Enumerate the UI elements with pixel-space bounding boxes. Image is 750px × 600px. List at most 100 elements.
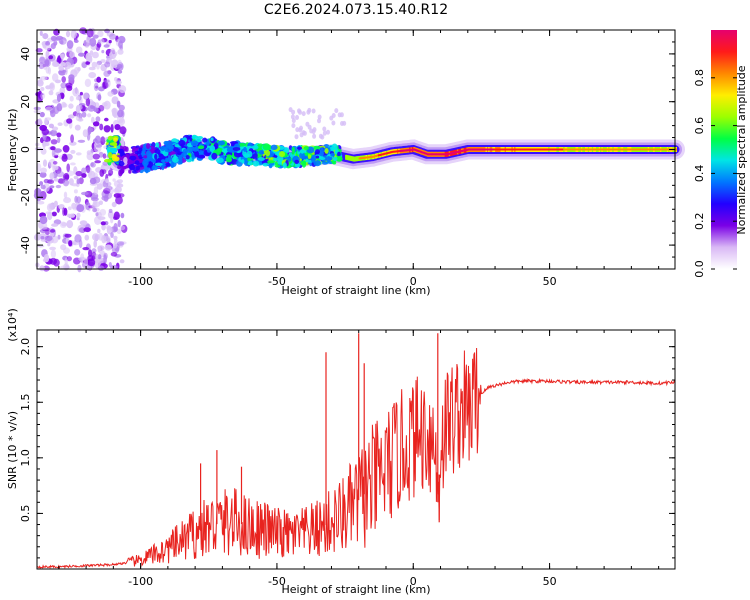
y-tick-label: -40 bbox=[19, 236, 32, 254]
ridge-peak bbox=[510, 148, 512, 151]
noise-blob bbox=[56, 171, 65, 178]
noise-blob bbox=[66, 85, 73, 92]
ridge-peak bbox=[661, 148, 664, 151]
ridge-blob bbox=[311, 129, 316, 135]
ridge-blob bbox=[332, 160, 337, 165]
noise-blob bbox=[39, 30, 43, 36]
ridge-peak bbox=[597, 148, 600, 151]
ridge-peak bbox=[519, 148, 522, 151]
ridge-peak bbox=[530, 148, 533, 151]
ridge-peak bbox=[544, 148, 547, 151]
noise-blob bbox=[64, 257, 68, 266]
noise-blob bbox=[97, 245, 101, 253]
ridge-blob bbox=[238, 143, 247, 147]
ridge-blob bbox=[320, 147, 324, 154]
noise-blob bbox=[84, 234, 90, 241]
noise-blob bbox=[97, 265, 105, 271]
noise-blob bbox=[111, 96, 119, 105]
noise-blob bbox=[38, 62, 45, 70]
ridge-peak bbox=[450, 152, 453, 155]
ridge-peak bbox=[645, 148, 647, 151]
ridge-peak bbox=[511, 148, 514, 151]
spectrogram-x-ticks: -100 -50 0 50 bbox=[58, 30, 660, 288]
x-tick-label: 0 bbox=[410, 575, 417, 588]
ridge-peak bbox=[477, 148, 480, 151]
ridge-peak bbox=[463, 149, 466, 152]
ridge-blob bbox=[337, 112, 342, 118]
y-tick-label: 2.0 bbox=[19, 338, 32, 356]
ridge-blob bbox=[291, 109, 296, 115]
ridge-blob bbox=[155, 157, 163, 163]
noise-blob bbox=[53, 219, 62, 225]
ridge-blob bbox=[190, 140, 199, 147]
noise-blob bbox=[68, 178, 74, 186]
ridge-blob bbox=[311, 154, 317, 161]
ridge-blob bbox=[182, 148, 189, 154]
ridge-peak bbox=[406, 149, 409, 152]
ridge-blob bbox=[319, 157, 326, 160]
ridge-peak bbox=[512, 148, 515, 151]
ridge-peak bbox=[620, 148, 623, 151]
ridge-peak bbox=[362, 156, 365, 159]
noise-blob bbox=[58, 66, 64, 71]
ridge-peak bbox=[586, 148, 589, 151]
noise-blob bbox=[63, 191, 68, 199]
ridge-peak bbox=[485, 148, 488, 151]
noise-blob bbox=[69, 95, 74, 102]
noise-blob bbox=[104, 244, 112, 251]
ridge-blob bbox=[108, 152, 113, 159]
ridge-peak bbox=[418, 150, 421, 153]
ridge-peak bbox=[452, 151, 455, 154]
noise-blob bbox=[60, 82, 68, 89]
ridge-peak bbox=[474, 148, 477, 151]
ridge-peak bbox=[484, 148, 487, 151]
ridge-peak bbox=[431, 153, 433, 156]
noise-blob bbox=[68, 103, 74, 109]
noise-blob bbox=[40, 167, 47, 174]
noise-blob bbox=[74, 249, 81, 256]
noise-blob bbox=[92, 121, 100, 127]
colorbar-gradient bbox=[711, 30, 737, 269]
ridge-peak bbox=[571, 148, 574, 151]
spectrogram-x-axis-title: Height of straight line (km) bbox=[281, 284, 430, 297]
noise-blob bbox=[76, 104, 83, 111]
noise-blob bbox=[81, 111, 87, 118]
noise-blob bbox=[69, 51, 75, 58]
ridge-blob bbox=[253, 153, 258, 159]
noise-blob bbox=[60, 40, 64, 45]
ridge-blob bbox=[279, 151, 285, 158]
ridge-peak bbox=[377, 154, 380, 157]
noise-blob bbox=[74, 124, 81, 131]
ridge-peak bbox=[675, 148, 677, 151]
ridge-blob bbox=[202, 137, 208, 143]
ridge-blob bbox=[120, 168, 125, 174]
ridge-core bbox=[357, 156, 360, 161]
noise-blob bbox=[113, 235, 118, 240]
ridge-blob bbox=[300, 160, 306, 165]
ridge-peak bbox=[594, 148, 597, 151]
ridge-blob bbox=[312, 133, 317, 139]
ridge-peak bbox=[424, 152, 427, 155]
ridge-blob bbox=[135, 165, 140, 171]
ridge-peak bbox=[606, 148, 609, 151]
colorbar-tick-label: 0.0 bbox=[693, 260, 706, 278]
noise-blob bbox=[118, 40, 123, 49]
ridge-blob bbox=[221, 148, 227, 153]
noise-blob bbox=[95, 144, 103, 148]
ridge-blob bbox=[295, 115, 299, 120]
noise-blob bbox=[102, 153, 107, 159]
ridge-peak bbox=[537, 148, 540, 151]
noise-blob bbox=[42, 159, 48, 167]
y-tick-label: 0 bbox=[19, 146, 32, 153]
ridge-peak bbox=[555, 148, 557, 151]
ridge-peak bbox=[467, 148, 470, 151]
noise-blob bbox=[113, 242, 118, 249]
noise-blob bbox=[111, 59, 119, 68]
noise-blob bbox=[104, 235, 111, 244]
noise-blob bbox=[96, 183, 103, 190]
noise-blob bbox=[110, 232, 114, 238]
ridge-blob bbox=[251, 145, 259, 150]
noise-blob bbox=[117, 70, 123, 74]
ridge-blob bbox=[160, 159, 166, 163]
ridge-peak bbox=[559, 148, 562, 151]
